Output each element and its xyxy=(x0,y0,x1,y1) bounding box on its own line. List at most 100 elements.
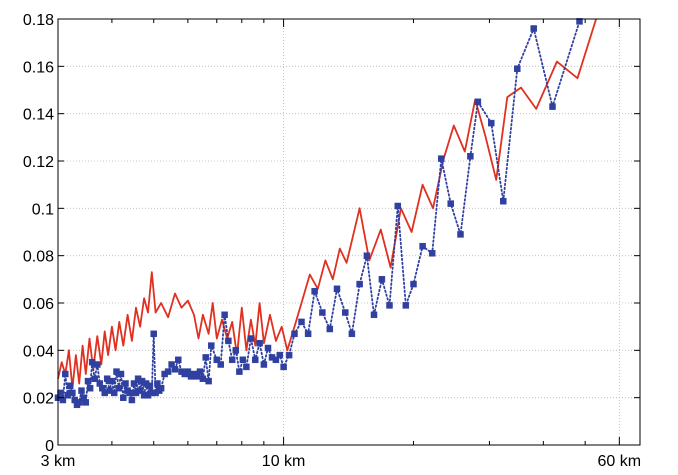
y-tick-label: 0.16 xyxy=(23,59,54,76)
y-tick-label: 0.06 xyxy=(23,296,54,313)
series-marker-1 xyxy=(419,242,426,250)
series-layer xyxy=(54,18,597,409)
series-marker-1 xyxy=(117,370,125,378)
series-marker-1 xyxy=(69,389,76,397)
plot-frame xyxy=(57,18,641,446)
y-tick-label: 0 xyxy=(45,438,54,455)
series-marker-1 xyxy=(128,396,136,404)
y-tick-label: 0.12 xyxy=(23,154,54,171)
series-marker-1 xyxy=(363,252,371,259)
series-marker-1 xyxy=(326,325,334,333)
series-marker-1 xyxy=(208,342,215,349)
series-marker-1 xyxy=(378,276,386,283)
series-marker-1 xyxy=(457,231,464,238)
series-marker-1 xyxy=(370,311,378,319)
series-marker-1 xyxy=(217,361,224,368)
series-marker-1 xyxy=(356,280,363,288)
series-marker-1 xyxy=(205,377,212,385)
series-marker-1 xyxy=(333,285,341,293)
series-marker-1 xyxy=(130,380,138,387)
series-marker-1 xyxy=(256,339,263,347)
series-marker-1 xyxy=(110,389,118,397)
series-marker-1 xyxy=(467,153,474,160)
series-marker-1 xyxy=(150,330,157,338)
series-marker-1 xyxy=(136,387,144,394)
series-marker-1 xyxy=(394,202,402,210)
series-marker-1 xyxy=(86,384,94,392)
series-marker-1 xyxy=(146,382,154,390)
series-marker-1 xyxy=(386,302,393,309)
series-marker-1 xyxy=(276,351,284,359)
series-marker-1 xyxy=(66,382,74,390)
series-marker-1 xyxy=(304,330,312,338)
series-marker-1 xyxy=(236,368,243,375)
series-marker-1 xyxy=(202,354,209,361)
series-marker-1 xyxy=(342,309,349,316)
series-marker-1 xyxy=(199,375,207,382)
y-tick-label: 0.02 xyxy=(23,391,54,408)
series-marker-1 xyxy=(221,311,228,319)
series-marker-1 xyxy=(157,384,165,392)
series-marker-1 xyxy=(311,287,318,295)
y-tick-label: 0.18 xyxy=(23,12,54,29)
x-tick-label: 10 km xyxy=(262,453,306,470)
series-marker-1 xyxy=(576,18,583,25)
series-marker-1 xyxy=(164,368,172,375)
tick-labels: 0 0.02 0.04 0.06 0.08 0.1 0.12 0.14 0.16 0.18 3 km… xyxy=(23,12,641,470)
y-tick-label: 0.14 xyxy=(23,107,54,124)
y-tick-label: 0.04 xyxy=(23,343,54,360)
series-marker-1 xyxy=(115,384,123,392)
series-marker-1 xyxy=(82,399,90,406)
series-marker-1 xyxy=(91,375,98,382)
series-marker-1 xyxy=(228,356,236,364)
series-marker-1 xyxy=(252,356,259,364)
series-marker-1 xyxy=(500,197,507,205)
series-marker-1 xyxy=(225,337,232,345)
series-marker-1 xyxy=(120,394,127,401)
x-tick-label: 60 km xyxy=(598,453,642,470)
series-marker-1 xyxy=(514,65,521,72)
series-marker-1 xyxy=(126,389,134,397)
series-marker-1 xyxy=(410,280,417,288)
series-marker-1 xyxy=(171,366,179,373)
y-tick-label: 0.1 xyxy=(32,201,54,218)
series-marker-1 xyxy=(348,330,356,338)
series-marker-1 xyxy=(474,98,482,106)
series-marker-1 xyxy=(62,370,69,378)
series-marker-1 xyxy=(94,361,101,368)
series-marker-1 xyxy=(428,250,436,257)
series-marker-1 xyxy=(175,356,182,364)
ticks xyxy=(57,18,640,446)
series-marker-1 xyxy=(75,399,83,406)
series-marker-1 xyxy=(108,377,116,385)
series-marker-1 xyxy=(298,318,305,326)
series-marker-1 xyxy=(213,356,221,364)
series-marker-1 xyxy=(291,330,298,338)
series-marker-1 xyxy=(239,356,247,364)
series-marker-1 xyxy=(285,351,293,359)
series-line-0 xyxy=(57,18,597,390)
y-tick-label: 0.08 xyxy=(23,249,54,266)
series-marker-1 xyxy=(438,155,445,162)
series-marker-1 xyxy=(260,361,268,368)
series-marker-1 xyxy=(59,396,67,404)
series-marker-1 xyxy=(272,356,280,364)
series-marker-1 xyxy=(154,380,161,387)
x-tick-label: 3 km xyxy=(41,453,76,470)
series-marker-1 xyxy=(122,380,129,387)
series-marker-1 xyxy=(78,387,85,394)
series-marker-1 xyxy=(280,363,287,371)
series-marker-1 xyxy=(488,119,495,127)
series-marker-1 xyxy=(319,309,326,316)
series-marker-1 xyxy=(549,103,556,110)
series-marker-1 xyxy=(243,363,250,371)
series-marker-1 xyxy=(447,200,454,207)
series-marker-1 xyxy=(196,368,204,375)
series-marker-1 xyxy=(168,361,175,368)
series-marker-1 xyxy=(530,25,537,32)
series-marker-1 xyxy=(232,347,240,354)
series-marker-1 xyxy=(247,335,255,342)
series-marker-1 xyxy=(264,344,272,352)
